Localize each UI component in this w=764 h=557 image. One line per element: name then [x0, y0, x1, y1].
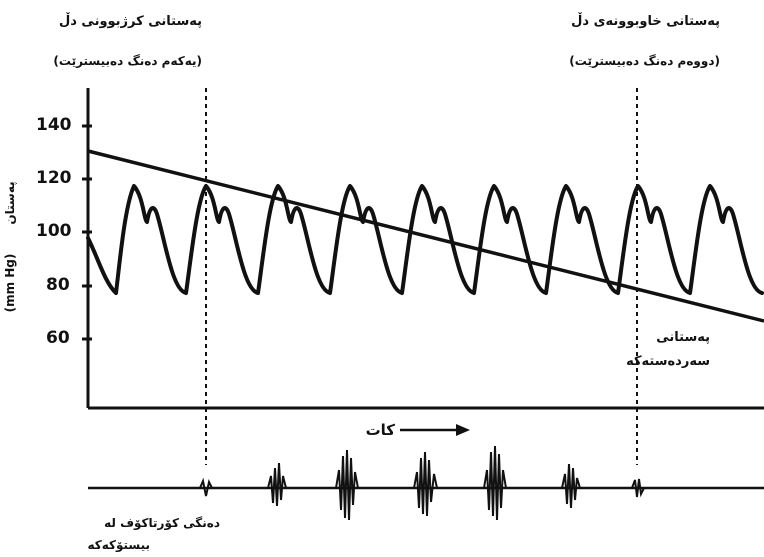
y-tick-label: 80 — [46, 275, 70, 295]
y-axis-title: پەستان — [3, 181, 17, 225]
systolic-sublabel: (یەکەم دەنگ دەبیسترێت) — [53, 54, 202, 68]
korotkoff-label-2: بیستۆکەکە — [87, 538, 150, 552]
y-axis-unit: (mm Hg) — [3, 253, 17, 313]
sound-burst — [199, 477, 213, 497]
y-tick-label: 140 — [36, 115, 72, 135]
sound-burst — [267, 462, 287, 507]
sound-burst — [561, 463, 581, 509]
diastolic-label: پەستانی خاوبوونەی دڵ — [571, 14, 720, 29]
korotkoff-label: دەنگی کۆرتاکۆف لە — [104, 516, 220, 530]
y-tick-label: 120 — [36, 168, 72, 188]
cuff-pressure-line — [87, 149, 764, 323]
arterial-pressure-wave — [86, 184, 764, 295]
sound-burst — [413, 451, 438, 517]
y-tick-label: 100 — [36, 221, 72, 241]
cuff-pressure-label-2: سەردەستەکە — [626, 354, 710, 369]
systolic-label: پەستانی کرژبوونی دڵ — [58, 14, 202, 29]
time-label: کات — [365, 421, 395, 439]
time-arrow-head — [456, 424, 470, 436]
sound-burst — [483, 445, 507, 521]
diastolic-sublabel: (دووەم دەنگ دەبیسترێت) — [569, 54, 720, 68]
sound-burst — [335, 449, 359, 521]
cuff-pressure-label: پەستانی — [656, 330, 710, 345]
korotkoff-sound-bursts — [199, 445, 645, 521]
sound-burst — [631, 478, 645, 498]
y-tick-label: 60 — [46, 328, 70, 348]
